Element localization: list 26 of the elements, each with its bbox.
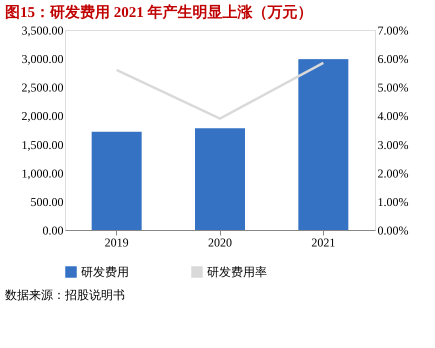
y2-tick-label: 4.00%: [378, 109, 408, 124]
y-tick-label: 2,500.00: [22, 80, 64, 95]
y-tick-label: 3,500.00: [22, 24, 64, 38]
y-tick-label: 2,000.00: [22, 109, 64, 124]
y-tick-label: 1,000.00: [22, 166, 64, 180]
y2-tick-label: 3.00%: [378, 138, 408, 152]
y-tick-label: 1,500.00: [22, 138, 64, 152]
y-tick-label: 0.00: [42, 224, 64, 238]
bar: [298, 59, 348, 230]
bar: [92, 132, 142, 230]
y2-tick-label: 6.00%: [378, 52, 408, 66]
bar: [195, 128, 245, 230]
x-tick-label: 2021: [311, 236, 336, 250]
legend-label: 研发费用: [81, 265, 129, 279]
source-note: 数据来源：招股说明书: [5, 288, 125, 302]
y2-tick-label: 2.00%: [378, 166, 408, 180]
x-tick-label: 2019: [104, 236, 129, 250]
y2-tick-label: 5.00%: [378, 80, 408, 95]
y-tick-label: 3,000.00: [22, 52, 64, 66]
legend-label: 研发费用率: [207, 265, 267, 279]
y2-tick-label: 0.00%: [378, 224, 408, 238]
y-tick-label: 500.00: [30, 194, 64, 209]
y2-tick-label: 1.00%: [378, 194, 408, 209]
x-tick-label: 2020: [208, 236, 232, 250]
y2-tick-label: 7.00%: [378, 24, 408, 38]
chart-title: 图15：研发费用 2021 年产生明显上涨（万元）: [5, 4, 312, 21]
